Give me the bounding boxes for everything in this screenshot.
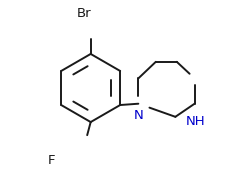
Text: F: F [47, 154, 55, 167]
Text: NH: NH [185, 115, 205, 128]
Text: N: N [133, 109, 143, 122]
Text: Br: Br [77, 7, 91, 20]
